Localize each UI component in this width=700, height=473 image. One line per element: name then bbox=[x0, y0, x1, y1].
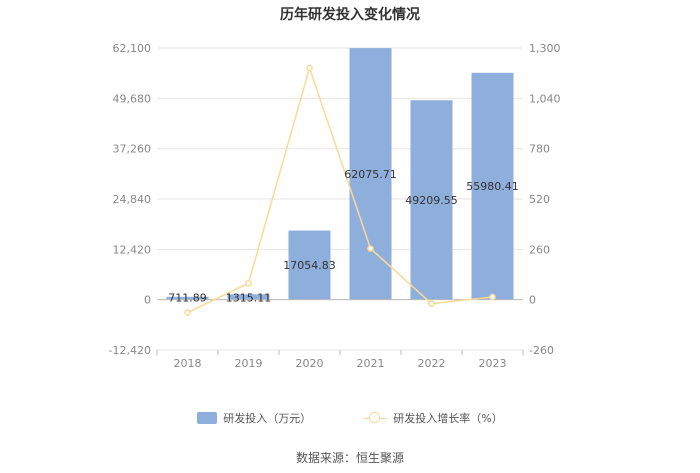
x-tick-label: 2023 bbox=[479, 357, 507, 370]
x-tick-label: 2019 bbox=[235, 357, 263, 370]
bar-value-label: 711.89 bbox=[168, 292, 207, 305]
legend-bar-swatch bbox=[197, 412, 218, 424]
y-right-tick-label: -260 bbox=[529, 344, 554, 357]
chart-title: 历年研发投入变化情况 bbox=[280, 7, 420, 23]
growth-point bbox=[306, 64, 313, 72]
bar bbox=[288, 230, 331, 300]
x-tick-label: 2018 bbox=[174, 357, 202, 370]
bar-value-label: 62075.71 bbox=[344, 168, 397, 181]
y-left-tick-label: 0 bbox=[144, 294, 151, 307]
growth-point bbox=[184, 309, 191, 316]
bar-value-label: 1315.11 bbox=[226, 292, 272, 305]
bar bbox=[349, 48, 392, 300]
legend: 研发投入（万元） 研发投入增长率（%） bbox=[0, 410, 700, 426]
legend-item-line[interactable]: 研发投入增长率（%） bbox=[363, 410, 503, 426]
growth-line bbox=[187, 65, 493, 314]
x-tick-label: 2021 bbox=[357, 357, 385, 370]
x-tick-label: 2020 bbox=[296, 357, 324, 370]
legend-label-line: 研发投入增长率（%） bbox=[393, 412, 503, 425]
bar bbox=[471, 72, 514, 300]
growth-point bbox=[489, 293, 496, 301]
y-right-tick-label: 780 bbox=[529, 143, 550, 156]
bar-value-label: 17054.83 bbox=[283, 259, 336, 272]
bar-value-label: 49209.55 bbox=[405, 194, 458, 207]
y-right-tick-label: 1,040 bbox=[529, 92, 561, 105]
y-right-tick-label: 520 bbox=[529, 193, 550, 206]
y-right-tick-label: 260 bbox=[529, 243, 550, 256]
y-left-tick-label: 37,260 bbox=[113, 143, 152, 156]
x-tick-label: 2022 bbox=[418, 357, 446, 370]
y-right-tick-label: 0 bbox=[529, 294, 536, 307]
growth-point bbox=[245, 279, 252, 287]
legend-line-swatch bbox=[363, 412, 388, 424]
bar-value-label: 55980.41 bbox=[466, 180, 519, 193]
y-left-tick-label: 12,420 bbox=[113, 243, 152, 256]
bar bbox=[410, 100, 453, 300]
y-right-tick-label: 1,300 bbox=[529, 42, 561, 55]
y-left-tick-label: 49,680 bbox=[113, 92, 152, 105]
bar bbox=[166, 296, 209, 300]
y-left-tick-label: 62,100 bbox=[113, 42, 152, 55]
bar bbox=[227, 294, 270, 300]
legend-item-bar[interactable]: 研发投入（万元） bbox=[197, 410, 311, 426]
growth-point bbox=[428, 300, 435, 308]
y-left-tick-label: 24,840 bbox=[113, 193, 152, 206]
legend-label-bar: 研发投入（万元） bbox=[223, 412, 312, 425]
source-note: 数据来源：恒生聚源 bbox=[295, 451, 404, 465]
growth-point bbox=[367, 245, 374, 252]
y-left-tick-label: -12,420 bbox=[109, 344, 151, 357]
